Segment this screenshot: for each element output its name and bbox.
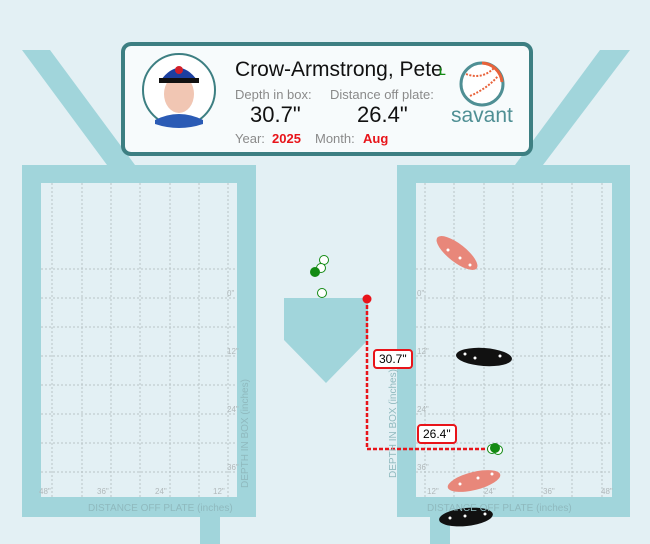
distance-tick-label: 12": [427, 487, 439, 496]
distance-tick-label: 12": [213, 487, 225, 496]
right-foul-line: [515, 50, 630, 165]
player-headshot: [142, 53, 216, 128]
stance-point-selected: [310, 267, 320, 277]
plate-corner-marker: [362, 294, 372, 304]
month-value: Aug: [363, 131, 389, 146]
left-box-leg: [200, 510, 220, 544]
distance-annotation: 26.4": [417, 424, 457, 444]
distance-tick-label: 48": [601, 487, 613, 496]
distance-label: Distance off plate:: [330, 87, 434, 102]
left-batters-box: [22, 165, 256, 517]
savant-logo-text: savant: [451, 104, 513, 127]
home-plate: [284, 298, 368, 383]
right-depth-axis-label: DEPTH IN BOX (inches): [387, 369, 399, 478]
distance-tick-label: 48": [39, 487, 51, 496]
bats-indicator: L: [439, 66, 446, 78]
distance-value: 26.4": [357, 102, 408, 127]
stance-point-selected: [490, 443, 500, 453]
back-shoe-icon: [456, 347, 512, 367]
player-name: Crow-Armstrong, Pete: [235, 58, 443, 81]
depth-tick-label: 24": [417, 405, 429, 414]
distance-tick-label: 24": [155, 487, 167, 496]
depth-annotation: 30.7": [373, 349, 413, 369]
depth-value: 30.7": [250, 102, 301, 127]
right-distance-axis-label: DISTANCE OFF PLATE (inches): [427, 503, 572, 514]
left-depth-axis-label: DEPTH IN BOX (inches): [239, 379, 251, 488]
stance-point: [317, 288, 327, 298]
measurement-line: [365, 299, 493, 451]
depth-tick-label: 12": [227, 347, 239, 356]
depth-tick-label: 36": [417, 463, 429, 472]
left-distance-axis-label: DISTANCE OFF PLATE (inches): [88, 503, 233, 514]
front-shoe-top-icon: [436, 236, 478, 270]
month-label: Month:: [315, 131, 355, 146]
year-label: Year:: [235, 131, 265, 146]
depth-tick-label: 0": [417, 289, 424, 298]
depth-label: Depth in box:: [235, 87, 312, 102]
distance-tick-label: 36": [97, 487, 109, 496]
distance-tick-label: 36": [543, 487, 555, 496]
distance-tick-label: 24": [484, 487, 496, 496]
year-value: 2025: [272, 131, 301, 146]
depth-tick-label: 0": [227, 289, 234, 298]
depth-tick-label: 24": [227, 405, 239, 414]
shoe-cleats: [446, 248, 502, 520]
stance-points: [310, 255, 503, 455]
depth-tick-label: 12": [417, 347, 429, 356]
depth-tick-label: 36": [227, 463, 239, 472]
front-shoe-bottom-icon: [447, 470, 501, 492]
baseball-logo-icon: [459, 61, 505, 107]
player-card: Crow-Armstrong, Pete L Depth in box: 30.…: [121, 42, 533, 156]
left-foul-line: [22, 50, 135, 165]
